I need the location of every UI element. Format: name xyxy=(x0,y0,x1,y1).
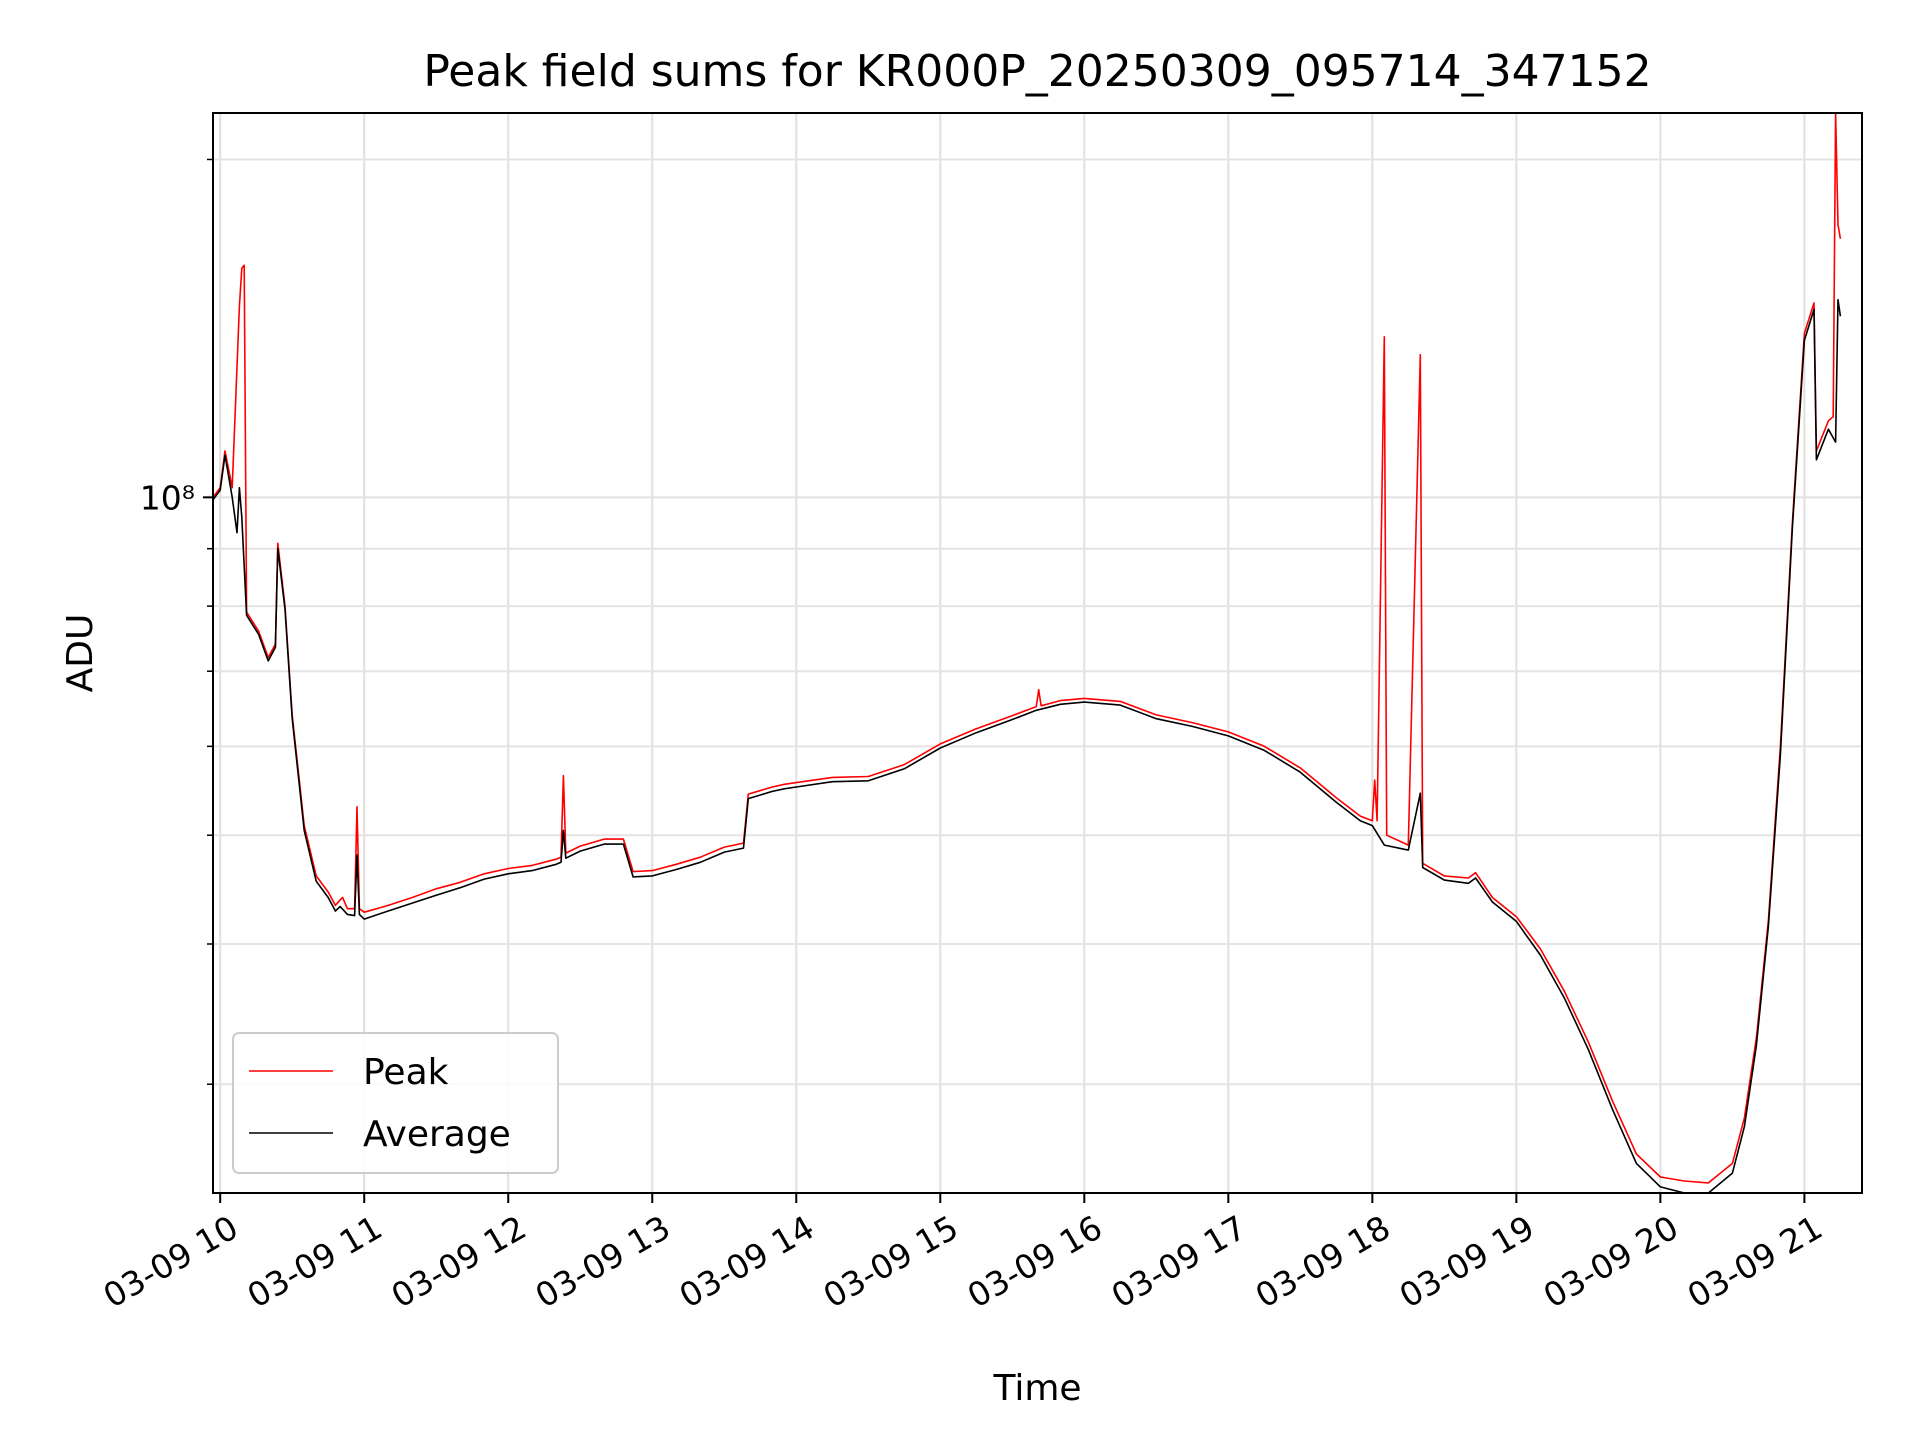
y-axis-label: ADU xyxy=(60,614,101,693)
plot-lines xyxy=(213,113,1842,1193)
x-axis-label: Time xyxy=(992,1368,1081,1409)
chart-title: Peak field sums for KR000P_20250309_0957… xyxy=(423,46,1651,97)
y-tick-label: 10⁸ xyxy=(140,478,195,517)
legend: Peak Average xyxy=(232,1032,559,1174)
legend-box xyxy=(232,1032,559,1174)
series-line-average xyxy=(213,298,1842,1193)
grid xyxy=(213,113,1862,1193)
legend-label-average: Average xyxy=(363,1114,511,1155)
axes-frame xyxy=(212,112,1863,1194)
legend-label-peak: Peak xyxy=(363,1052,449,1093)
series-line-peak xyxy=(213,113,1842,1184)
